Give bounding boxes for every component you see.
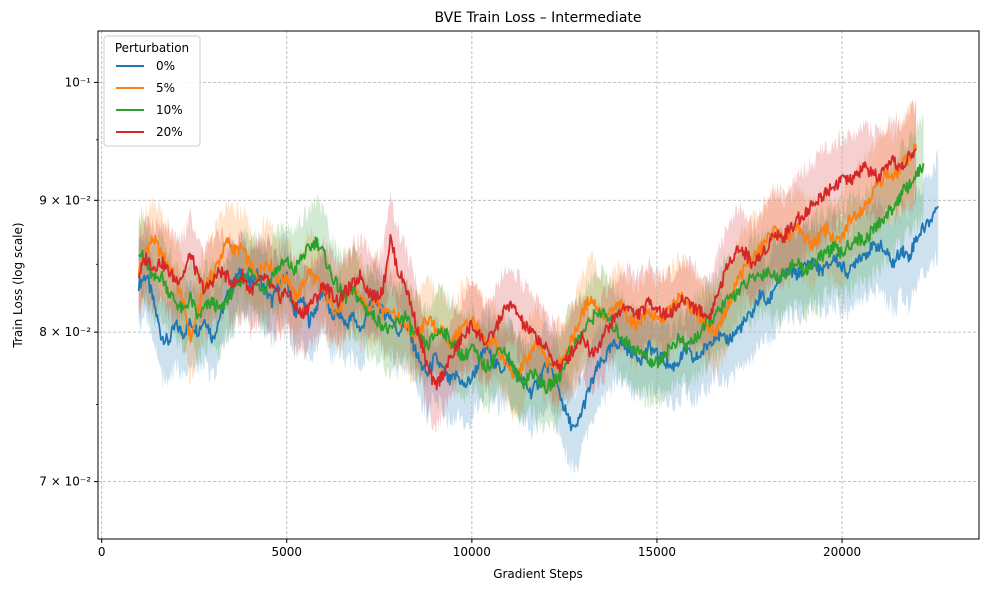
band-5%: [138, 94, 917, 423]
legend-label-10%: 10%: [156, 103, 183, 117]
legend-title: Perturbation: [115, 41, 189, 55]
legend: Perturbation 0% 5% 10% 20%: [103, 35, 201, 147]
legend-label-20%: 20%: [156, 125, 183, 139]
series-lines: [137, 142, 939, 432]
x-axis-label: Gradient Steps: [493, 567, 583, 581]
x-tick-label: 0: [98, 545, 106, 559]
series-line-10%: [137, 163, 925, 395]
series-line-20%: [137, 147, 917, 391]
y-tick-label: 8 × 10⁻²: [39, 325, 91, 339]
legend-box: [103, 35, 201, 147]
series-line-0%: [137, 205, 939, 432]
y-tick-label: 7 × 10⁻²: [39, 475, 91, 489]
chart-title: BVE Train Loss – Intermediate: [434, 10, 641, 26]
x-tick-label: 10000: [453, 545, 491, 559]
x-tick-label: 5000: [272, 545, 303, 559]
y-axis-label: Train Loss (log scale): [11, 222, 25, 348]
x-axis-ticks: 0 5000 10000 15000 20000: [98, 539, 861, 559]
x-tick-label: 20000: [823, 545, 861, 559]
x-tick-label: 15000: [638, 545, 676, 559]
grid-lines: [98, 31, 979, 539]
plot-frame: [97, 30, 980, 540]
legend-label-0%: 0%: [156, 59, 175, 73]
y-tick-label: 10⁻¹: [65, 75, 92, 89]
y-axis-ticks: 7 × 10⁻² 8 × 10⁻² 9 × 10⁻² 10⁻¹: [39, 75, 98, 489]
legend-label-5%: 5%: [156, 81, 175, 95]
y-tick-label: 9 × 10⁻²: [39, 193, 91, 207]
